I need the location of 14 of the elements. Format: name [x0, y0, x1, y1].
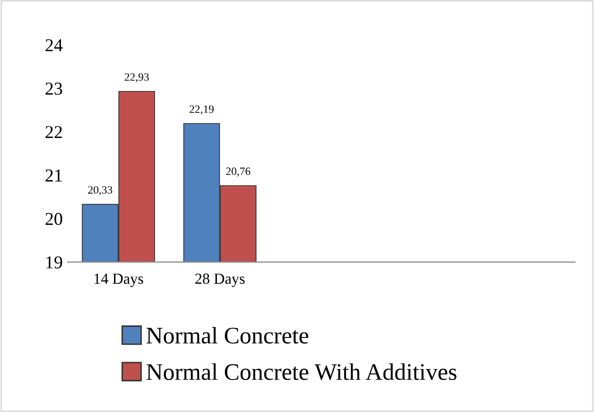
- y-tick-label: 24: [46, 39, 63, 52]
- y-tick-label: 20: [46, 212, 62, 226]
- x-tick-label: 14 Days: [94, 274, 144, 287]
- y-tick-label: 23: [46, 82, 62, 95]
- data-label: 20,76: [226, 168, 250, 177]
- legend-label: Normal Concrete: [146, 326, 308, 344]
- y-tick-label: 21: [46, 169, 62, 182]
- data-label: 22,19: [190, 105, 214, 115]
- legend-label: Normal Concrete With Additives: [146, 363, 456, 380]
- x-tick-label: 28 Days: [195, 274, 245, 287]
- data-label: 20,33: [88, 186, 112, 196]
- data-label: 22,93: [124, 73, 149, 82]
- y-tick-label: 19: [46, 256, 62, 268]
- y-tick-label: 22: [46, 126, 62, 138]
